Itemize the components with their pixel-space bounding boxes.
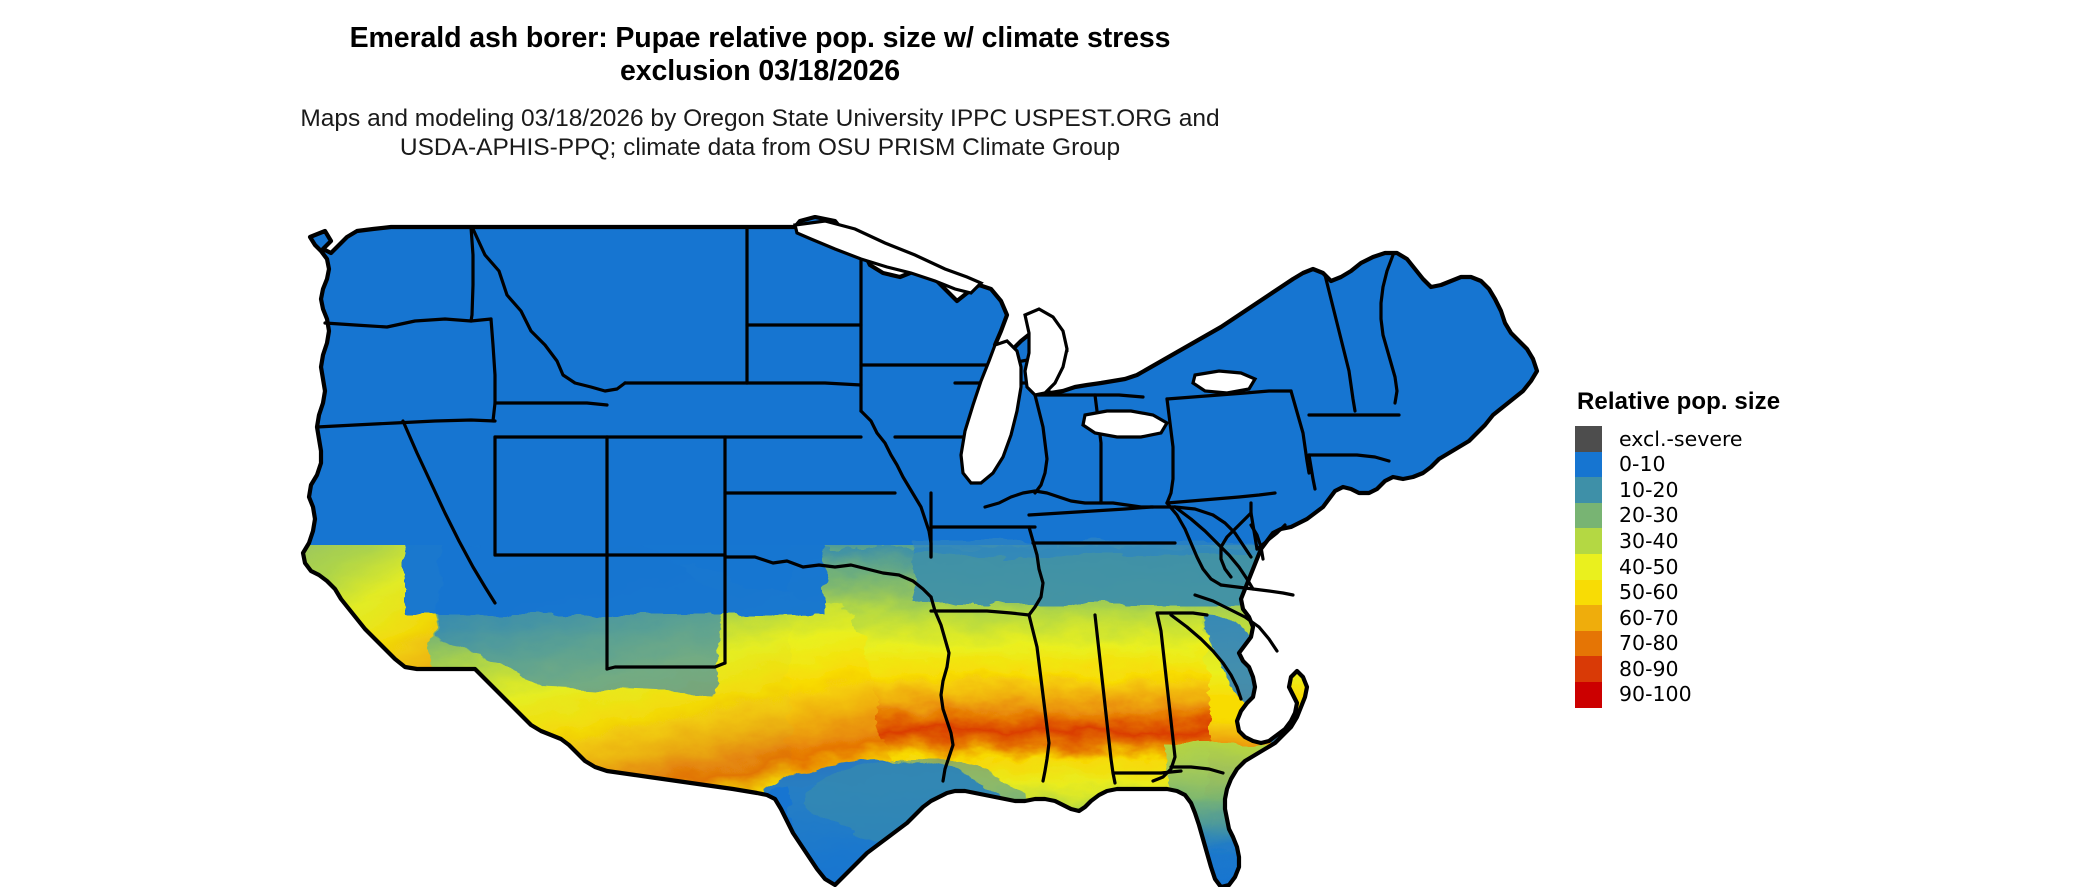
legend-row: 70-80: [1575, 630, 1995, 657]
state-border-line: [1193, 593, 1279, 653]
state-border-line: [745, 381, 863, 387]
state-border-line: [1249, 501, 1259, 551]
legend-swatch: [1575, 477, 1602, 503]
state-border-line: [1219, 511, 1253, 579]
page-title: Emerald ash borer: Pupae relative pop. s…: [0, 22, 1520, 88]
state-border-line: [983, 489, 1155, 509]
state-border-line: [1323, 273, 1357, 413]
legend-row: 80-90: [1575, 656, 1995, 682]
us-choropleth-map: [295, 215, 1565, 887]
state-border-line: [1307, 453, 1317, 491]
legend-title: Relative pop. size: [1577, 388, 1781, 415]
great-lakes: [793, 219, 1258, 485]
state-border-line: [605, 661, 727, 671]
state-border-line: [1173, 505, 1255, 591]
legend-swatch: [1575, 502, 1602, 529]
legend-swatch: [1575, 553, 1602, 580]
legend-row: 40-50: [1575, 553, 1995, 580]
legend-label: 90-100: [1619, 682, 1692, 707]
legend-swatch: [1575, 605, 1602, 631]
page-subtitle: Maps and modeling 03/18/2026 by Oregon S…: [0, 104, 1520, 163]
state-border-line: [1027, 613, 1051, 783]
legend-row: 50-60: [1575, 579, 1995, 606]
lake: [1081, 409, 1170, 439]
legend-label: 70-80: [1619, 631, 1679, 656]
title-block: Emerald ash borer: Pupae relative pop. s…: [0, 22, 1520, 163]
legend-swatch: [1575, 681, 1602, 708]
state-border-line: [1165, 491, 1277, 505]
legend-row: 10-20: [1575, 477, 1995, 503]
legend-label: 50-60: [1619, 580, 1679, 605]
state-border-line: [1165, 389, 1293, 401]
state-border-line: [1151, 611, 1177, 783]
legend-label: 0-10: [1619, 452, 1666, 477]
page-subtitle-line-1: Maps and modeling 03/18/2026 by Oregon S…: [300, 105, 1220, 133]
state-border-line: [1249, 523, 1265, 561]
state-border-line: [401, 419, 497, 605]
legend-label: 20-30: [1619, 503, 1679, 528]
state-border-line: [1169, 765, 1225, 775]
lake: [959, 339, 1023, 485]
legend-swatch: [1575, 656, 1602, 682]
legend-swatch: [1575, 579, 1602, 606]
state-border-line: [1155, 611, 1209, 617]
state-border-line: [1093, 613, 1117, 785]
state-border-line: [1219, 583, 1295, 597]
legend-row: excl.-severe: [1575, 426, 1995, 452]
state-border-line: [1165, 397, 1175, 505]
legend-items: excl.-severe 0-10 10-20 20-30 30-40 40-50 50-6…: [1575, 426, 1995, 708]
legend-row: 90-100: [1575, 681, 1995, 708]
legend-row: 30-40: [1575, 528, 1995, 554]
legend-label: 40-50: [1619, 554, 1679, 579]
legend-label: 60-70: [1619, 605, 1679, 630]
lake: [1191, 369, 1258, 395]
state-border-line: [489, 317, 497, 423]
state-border-line: [1289, 389, 1311, 475]
state-border-line: [471, 227, 627, 393]
state-border-line: [315, 418, 497, 429]
state-border-line: [929, 595, 955, 783]
legend-row: 0-10: [1575, 451, 1995, 478]
legend-swatch: [1575, 630, 1602, 657]
legend-label: excl.-severe: [1619, 426, 1743, 451]
map-legend: Relative pop. size excl.-severe 0-10 10-20…: [1575, 388, 1995, 708]
state-border-line: [1169, 613, 1243, 701]
state-border-line: [469, 225, 475, 323]
state-border-line: [1307, 453, 1391, 463]
state-border-line: [859, 409, 933, 559]
state-border-line: [723, 555, 933, 599]
map-canvas: [295, 215, 1565, 887]
legend-swatch: [1575, 451, 1602, 478]
legend-row: 20-30: [1575, 502, 1995, 529]
legend-label: 80-90: [1619, 656, 1679, 681]
state-border-line: [1111, 769, 1183, 775]
page-subtitle-line-2: USDA-APHIS-PPQ; climate data from OSU PR…: [399, 134, 1121, 162]
state-border-line: [1165, 501, 1223, 587]
state-border-line: [929, 609, 1031, 617]
legend-label: 30-40: [1619, 528, 1679, 553]
state-border-line: [493, 401, 609, 407]
state-border-line: [1033, 393, 1145, 399]
lake: [1023, 307, 1069, 397]
state-border-line: [1211, 513, 1253, 559]
state-border-line: [1379, 253, 1399, 405]
legend-row: 60-70: [1575, 605, 1995, 631]
legend-swatch: [1575, 528, 1602, 554]
legend-label: 10-20: [1619, 477, 1679, 502]
lake: [793, 219, 984, 295]
page-title-line-1: Emerald ash borer: Pupae relative pop. s…: [349, 22, 1171, 54]
legend-swatch: [1575, 426, 1602, 452]
page-title-line-2: exclusion 03/18/2026: [619, 55, 901, 88]
state-border-line: [1033, 393, 1049, 495]
national-outline: [300, 215, 1540, 887]
